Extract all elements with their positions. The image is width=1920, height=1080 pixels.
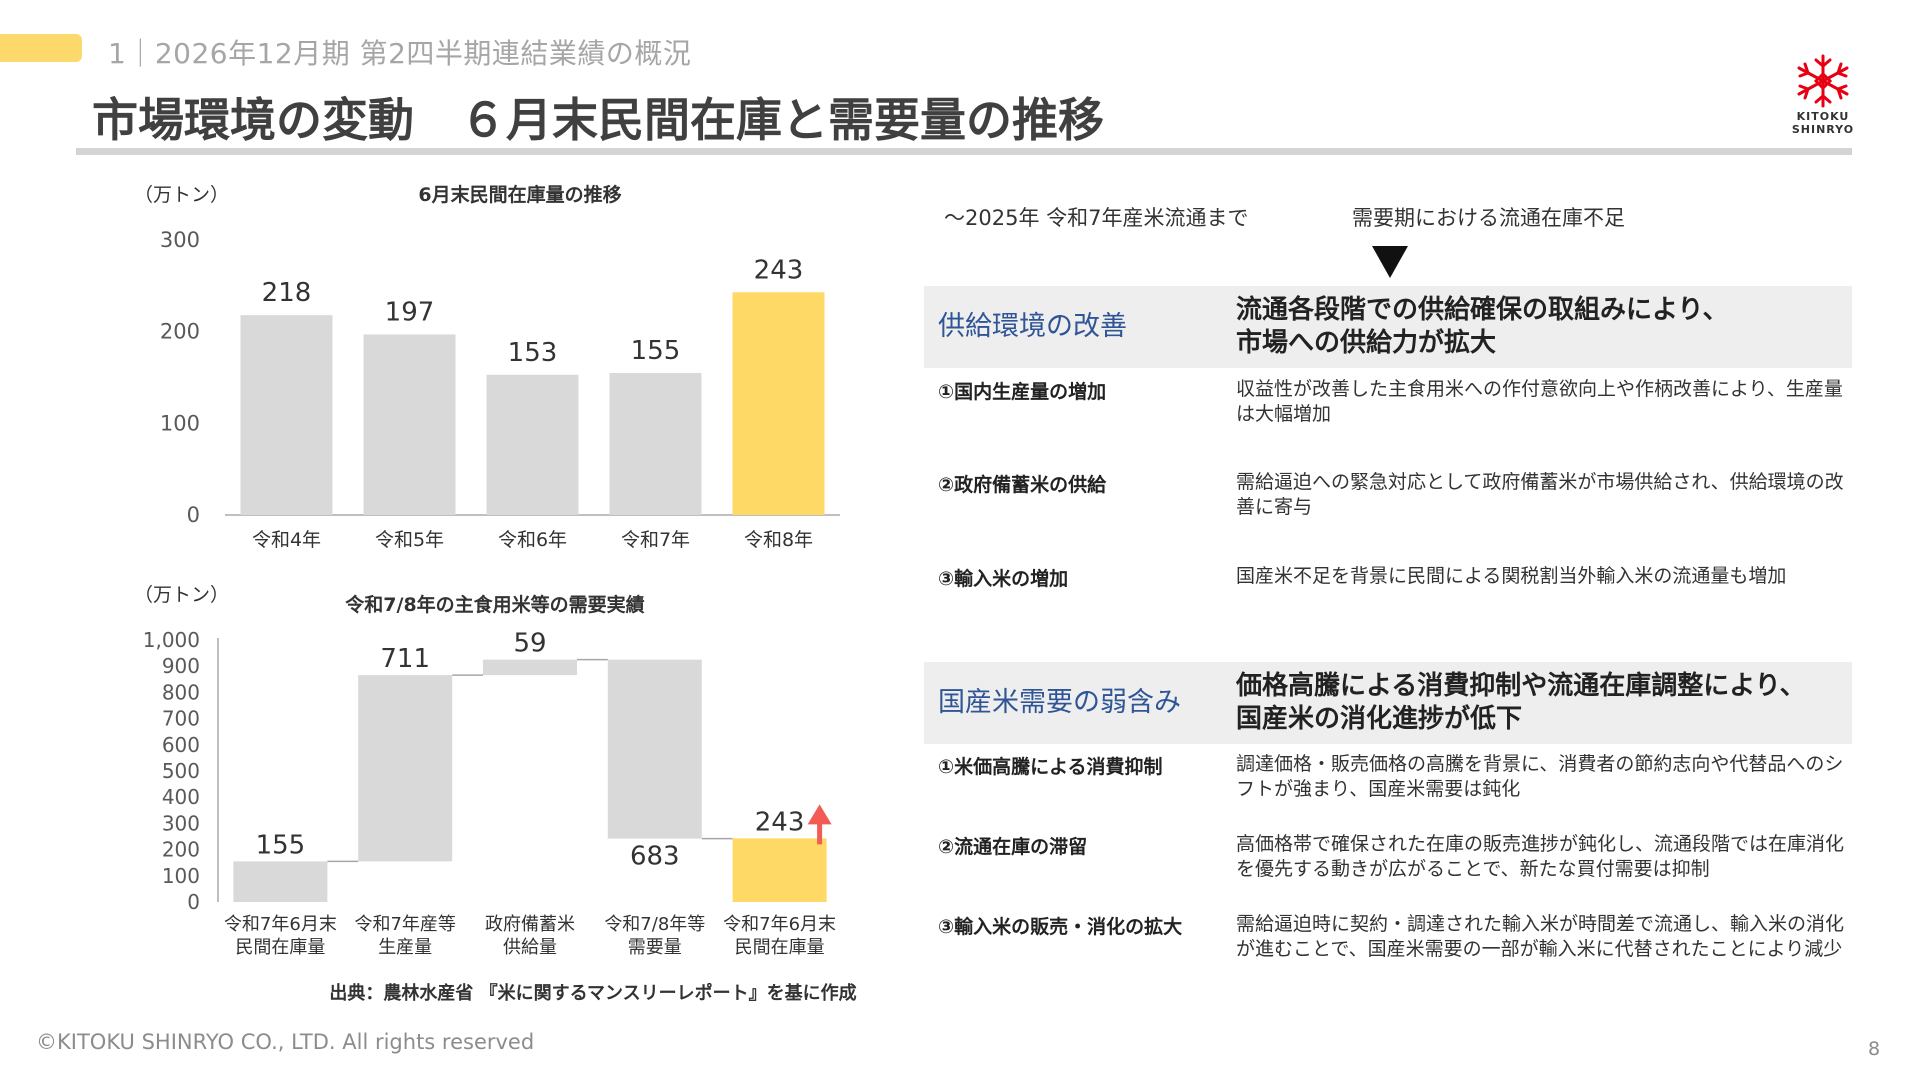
chart1-bar	[609, 372, 702, 515]
chart2-y-tick-label: 100	[162, 864, 200, 888]
chart2-data-label: 59	[513, 629, 546, 659]
supply-item-label: ①国内生産量の増加	[938, 381, 1107, 403]
chart2-x-tick-label: 供給量	[503, 937, 557, 958]
chart2-y-tick-label: 500	[162, 759, 200, 783]
chart2-data-label: 711	[380, 644, 430, 674]
chart2-y-tick-label: 1,000	[143, 628, 200, 652]
demand-section-header: 国産米需要の弱含み 価格高騰による消費抑制や流通在庫調整により、 国産米の消化進…	[924, 662, 1852, 744]
demand-section-headline: 価格高騰による消費抑制や流通在庫調整により、 国産米の消化進捗が低下	[1236, 670, 1806, 736]
demand-item-desc: 高価格帯で確保された在庫の販売進捗が鈍化し、流通段階では在庫消化を優先する動きが…	[1236, 833, 1845, 880]
supply-item-desc: 収益性が改善した主食用米への作付意欲向上や作柄改善により、生産量は大幅増加	[1236, 378, 1843, 425]
chart1-data-label: 153	[508, 338, 558, 368]
chart2-x-tick-label: 令和7年6月末	[224, 914, 337, 935]
chart1-x-tick-label: 令和8年	[744, 529, 813, 551]
chart1-x-tick-label: 令和7年	[621, 529, 690, 551]
chart2-bar	[607, 659, 702, 839]
chart2-y-tick-label: 400	[162, 785, 200, 809]
logo-text-kitoku: KITOKU	[1796, 110, 1850, 123]
supply-item-desc: 需給逼迫への緊急対応として政府備蓄米が市場供給され、供給環境の改善に寄与	[1236, 471, 1844, 518]
demand-item-label: ③輸入米の販売・消化の拡大	[938, 916, 1183, 938]
chart2-x-tick-label: 令和7年産等	[354, 914, 455, 935]
supply-section-label: 供給環境の改善	[938, 311, 1127, 342]
chart1-y-tick-label: 100	[160, 411, 200, 435]
chart1-x-tick-label: 令和4年	[252, 529, 321, 551]
supply-headline-line1: 流通各段階での供給確保の取組みにより、	[1236, 295, 1729, 325]
chart1-bar	[363, 334, 456, 515]
supply-item-label: ②政府備蓄米の供給	[938, 474, 1107, 496]
source-note: 出典：農林水産省 『米に関するマンスリーレポート』を基に作成	[329, 982, 856, 1004]
chart2-x-tick-label: 生産量	[378, 937, 432, 958]
chart1-y-tick-label: 0	[187, 503, 200, 527]
supply-item-desc: 国産米不足を背景に民間による関税割当外輸入米の流通量も増加	[1236, 565, 1787, 587]
chart1-data-label: 155	[631, 336, 681, 366]
chart2-y-tick-label: 200	[162, 838, 200, 862]
chart2-y-tick-label: 800	[162, 680, 200, 704]
demand-headline-line2: 国産米の消化進捗が低下	[1236, 704, 1523, 734]
chart2-x-tick-label: 令和7/8年等	[604, 914, 705, 935]
shortage-note: 需要期における流通在庫不足	[1352, 206, 1625, 230]
company-logo: KITOKU SHINRYO	[1786, 52, 1860, 136]
demand-item-label: ②流通在庫の滞留	[938, 836, 1088, 858]
breadcrumb: 1｜2026年12月期 第2四半期連結業績の概況	[108, 37, 692, 70]
page-number: 8	[1868, 1038, 1881, 1060]
chart1-unit-label: （万トン）	[134, 184, 229, 206]
chart2-bar	[233, 861, 328, 902]
chart2-x-tick-label: 令和7年6月末	[723, 914, 836, 935]
chart1-title: 6月末民間在庫量の推移	[418, 183, 621, 206]
snowflake-logo-icon	[1797, 54, 1849, 108]
chart1-bar	[732, 292, 825, 515]
demand-item-desc: 需給逼迫時に契約・調達された輸入米が時間差で流通し、輸入米の消化が進むことで、国…	[1236, 913, 1845, 960]
chart1-data-label: 243	[754, 255, 804, 285]
chart1-x-tick-label: 令和5年	[375, 529, 444, 551]
chart2-bar	[358, 675, 453, 862]
chart2-data-label: 243	[755, 807, 805, 837]
period-note: ～2025年 令和7年産米流通まで	[944, 206, 1249, 230]
chart2-x-tick-label: 民間在庫量	[235, 937, 325, 958]
inventory-bar-chart: （万トン） 6月末民間在庫量の推移 0 100 200 300 218 令和4年 197 令和5年…	[134, 183, 840, 551]
chart1-x-tick-label: 令和6年	[498, 529, 567, 551]
supply-section-headline: 流通各段階での供給確保の取組みにより、 市場への供給力が拡大	[1236, 294, 1728, 360]
title-divider	[76, 148, 1852, 155]
demand-section-label: 国産米需要の弱含み	[938, 687, 1181, 718]
chart2-bar	[732, 838, 827, 902]
chart2-y-tick-label: 700	[162, 707, 200, 731]
increase-arrow-head-icon	[807, 804, 832, 825]
page-title: 市場環境の変動 ６月末民間在庫と需要量の推移	[92, 93, 1104, 147]
logo-text-shinryo: SHINRYO	[1791, 123, 1855, 136]
chart2-unit-label: （万トン）	[134, 584, 229, 606]
chart1-data-label: 197	[385, 297, 435, 327]
chart2-data-label: 155	[256, 830, 306, 860]
copyright: ©KITOKU SHINRYO CO., LTD. All rights res…	[36, 1030, 535, 1054]
chart2-x-tick-label: 需要量	[628, 937, 682, 958]
supply-section-header: 供給環境の改善 流通各段階での供給確保の取組みにより、 市場への供給力が拡大	[924, 286, 1852, 368]
demand-item-label: ①米価高騰による消費抑制	[938, 756, 1163, 778]
demand-item-desc: 調達価格・販売価格の高騰を背景に、消費者の節約志向や代替品へのシフトが強まり、国…	[1236, 753, 1844, 800]
demand-headline-line1: 価格高騰による消費抑制や流通在庫調整により、	[1236, 671, 1806, 701]
chart2-title: 令和7/8年の主食用米等の需要実績	[345, 593, 644, 616]
chart2-y-tick-label: 0	[187, 890, 200, 914]
section-marker	[0, 34, 82, 62]
chart2-x-tick-label: 政府備蓄米	[485, 914, 575, 935]
chart2-x-tick-label: 民間在庫量	[735, 937, 825, 958]
chart2-bar	[483, 659, 577, 676]
chart1-bar	[240, 315, 333, 515]
chart1-y-tick-label: 300	[160, 228, 200, 252]
supply-item-label: ③輸入米の増加	[938, 568, 1069, 590]
chart2-y-tick-label: 900	[162, 654, 200, 678]
chart1-bar	[486, 374, 579, 515]
chart2-y-tick-label: 300	[162, 811, 200, 835]
chart2-data-label: 683	[630, 842, 680, 872]
chart2-y-tick-label: 600	[162, 733, 200, 757]
supply-headline-line2: 市場への供給力が拡大	[1236, 328, 1497, 358]
chart1-data-label: 218	[262, 278, 312, 308]
down-arrow-icon	[1372, 246, 1408, 278]
chart1-y-tick-label: 200	[160, 320, 200, 344]
